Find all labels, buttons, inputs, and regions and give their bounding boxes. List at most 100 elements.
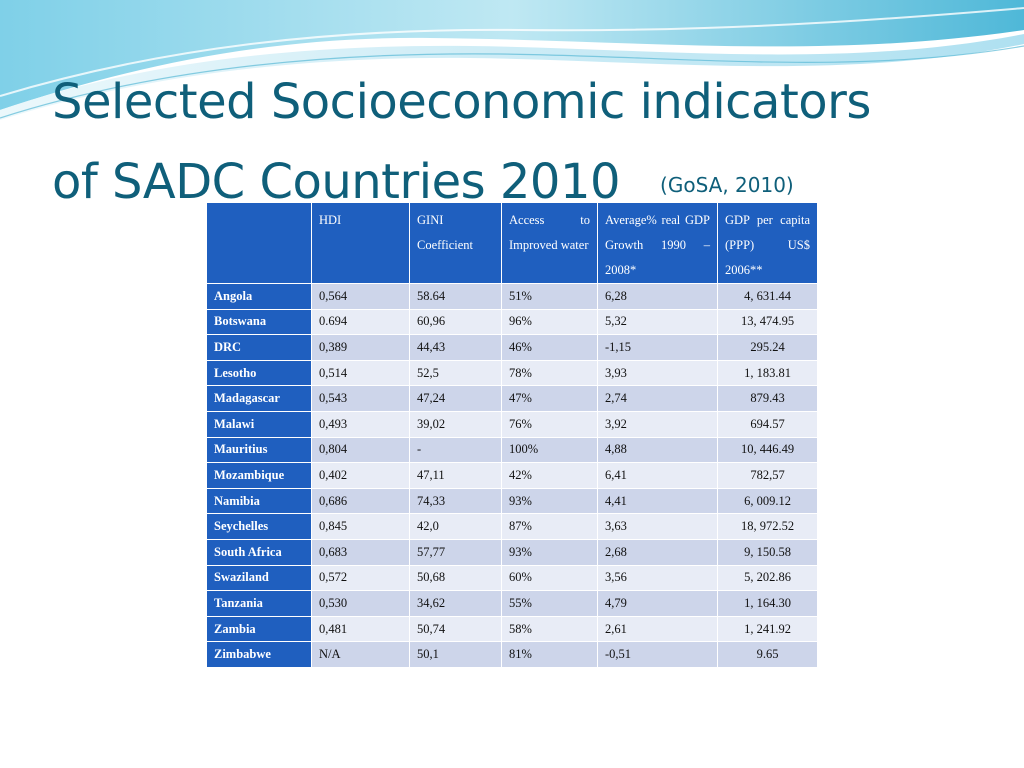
gini-cell: 60,96	[409, 308, 502, 336]
gini-cell: 42,0	[409, 513, 502, 540]
gini-cell: 57,77	[409, 538, 502, 566]
header-country	[206, 202, 312, 284]
table-row: Malawi 0,493 39,02 76% 3,92 694.57	[206, 410, 818, 438]
table-row: Tanzania 0,530 34,62 55% 4,79 1, 164.30	[206, 590, 818, 617]
country-cell: South Africa	[206, 538, 312, 566]
country-cell: Lesotho	[206, 359, 312, 387]
country-cell: Mauritius	[206, 436, 312, 464]
gdp-cell: 1, 164.30	[717, 590, 818, 617]
header-gini: GINI Coefficient	[409, 202, 502, 284]
hdi-cell: 0,530	[311, 590, 410, 617]
indicators-table: HDI GINI Coefficient Access to Improved …	[206, 202, 818, 668]
gini-cell: 52,5	[409, 359, 502, 387]
title-source: (GoSA, 2010)	[660, 173, 794, 197]
growth-cell: 2,74	[597, 385, 718, 412]
growth-cell: 4,41	[597, 487, 718, 515]
water-cell: 96%	[501, 308, 598, 336]
gdp-cell: 9, 150.58	[717, 538, 818, 566]
table-row: South Africa 0,683 57,77 93% 2,68 9, 150.58	[206, 538, 818, 566]
table-row: Zambia 0,481 50,74 58% 2,61 1, 241.92	[206, 615, 818, 643]
country-cell: Malawi	[206, 410, 312, 438]
gdp-cell: 879.43	[717, 385, 818, 412]
table-row: Angola 0,564 58.64 51% 6,28 4, 631.44	[206, 283, 818, 310]
gini-cell: 47,11	[409, 462, 502, 489]
country-cell: Zambia	[206, 615, 312, 643]
water-cell: 42%	[501, 462, 598, 489]
table-row: Namibia 0,686 74,33 93% 4,41 6, 009.12	[206, 487, 818, 515]
hdi-cell: 0,564	[311, 283, 410, 310]
table-row: Madagascar 0,543 47,24 47% 2,74 879.43	[206, 385, 818, 412]
gdp-cell: 782,57	[717, 462, 818, 489]
table-row: Lesotho 0,514 52,5 78% 3,93 1, 183.81	[206, 359, 818, 387]
growth-cell: 3,56	[597, 564, 718, 592]
decorative-wave-banner	[0, 0, 1024, 120]
gini-cell: 39,02	[409, 410, 502, 438]
hdi-cell: 0,493	[311, 410, 410, 438]
growth-cell: 3,93	[597, 359, 718, 387]
gini-cell: 44,43	[409, 334, 502, 361]
water-cell: 46%	[501, 334, 598, 361]
gdp-cell: 13, 474.95	[717, 308, 818, 336]
hdi-cell: 0,804	[311, 436, 410, 464]
hdi-cell: 0.694	[311, 308, 410, 336]
hdi-cell: 0,686	[311, 487, 410, 515]
country-cell: Namibia	[206, 487, 312, 515]
gdp-cell: 1, 183.81	[717, 359, 818, 387]
gdp-cell: 5, 202.86	[717, 564, 818, 592]
growth-cell: 3,92	[597, 410, 718, 438]
hdi-cell: 0,683	[311, 538, 410, 566]
gdp-cell: 295.24	[717, 334, 818, 361]
country-cell: Seychelles	[206, 513, 312, 540]
hdi-cell: 0,543	[311, 385, 410, 412]
table-row: Zimbabwe N/A 50,1 81% -0,51 9.65	[206, 641, 818, 668]
header-water: Access to Improved water	[501, 202, 598, 284]
gdp-cell: 1, 241.92	[717, 615, 818, 643]
title-line-2: of SADC Countries 2010 (GoSA, 2010)	[52, 142, 992, 225]
water-cell: 87%	[501, 513, 598, 540]
gini-cell: 50,1	[409, 641, 502, 668]
water-cell: 78%	[501, 359, 598, 387]
gini-cell: 74,33	[409, 487, 502, 515]
water-cell: 93%	[501, 487, 598, 515]
table-row: Botswana 0.694 60,96 96% 5,32 13, 474.95	[206, 308, 818, 336]
growth-cell: 4,79	[597, 590, 718, 617]
table-row: Mozambique 0,402 47,11 42% 6,41 782,57	[206, 462, 818, 489]
water-cell: 51%	[501, 283, 598, 310]
water-cell: 55%	[501, 590, 598, 617]
growth-cell: 3,63	[597, 513, 718, 540]
water-cell: 93%	[501, 538, 598, 566]
growth-cell: -1,15	[597, 334, 718, 361]
growth-cell: 6,41	[597, 462, 718, 489]
country-cell: Angola	[206, 283, 312, 310]
gini-cell: 34,62	[409, 590, 502, 617]
header-row: HDI GINI Coefficient Access to Improved …	[206, 202, 818, 284]
hdi-cell: 0,572	[311, 564, 410, 592]
water-cell: 100%	[501, 436, 598, 464]
header-growth: Average% real GDP Growth 1990 – 2008*	[597, 202, 718, 284]
country-cell: Zimbabwe	[206, 641, 312, 668]
gdp-cell: 6, 009.12	[717, 487, 818, 515]
table-row: Swaziland 0,572 50,68 60% 3,56 5, 202.86	[206, 564, 818, 592]
growth-cell: 2,68	[597, 538, 718, 566]
country-cell: Tanzania	[206, 590, 312, 617]
table-row: Mauritius 0,804-100% 4,88 10, 446.49	[206, 436, 818, 464]
hdi-cell: N/A	[311, 641, 410, 668]
gini-cell: 58.64	[409, 283, 502, 310]
gdp-cell: 10, 446.49	[717, 436, 818, 464]
gdp-cell: 9.65	[717, 641, 818, 668]
gdp-cell: 694.57	[717, 410, 818, 438]
growth-cell: 5,32	[597, 308, 718, 336]
header-hdi: HDI	[311, 202, 410, 284]
gini-cell: 50,74	[409, 615, 502, 643]
country-cell: Madagascar	[206, 385, 312, 412]
country-cell: DRC	[206, 334, 312, 361]
country-cell: Botswana	[206, 308, 312, 336]
slide-title: Selected Socioeconomic indicators of SAD…	[52, 62, 992, 225]
title-line-1: Selected Socioeconomic indicators	[52, 74, 871, 130]
gini-cell: -	[409, 436, 502, 464]
gdp-cell: 4, 631.44	[717, 283, 818, 310]
water-cell: 60%	[501, 564, 598, 592]
gini-cell: 47,24	[409, 385, 502, 412]
title-line-2-text: of SADC Countries 2010	[52, 154, 621, 210]
hdi-cell: 0,845	[311, 513, 410, 540]
